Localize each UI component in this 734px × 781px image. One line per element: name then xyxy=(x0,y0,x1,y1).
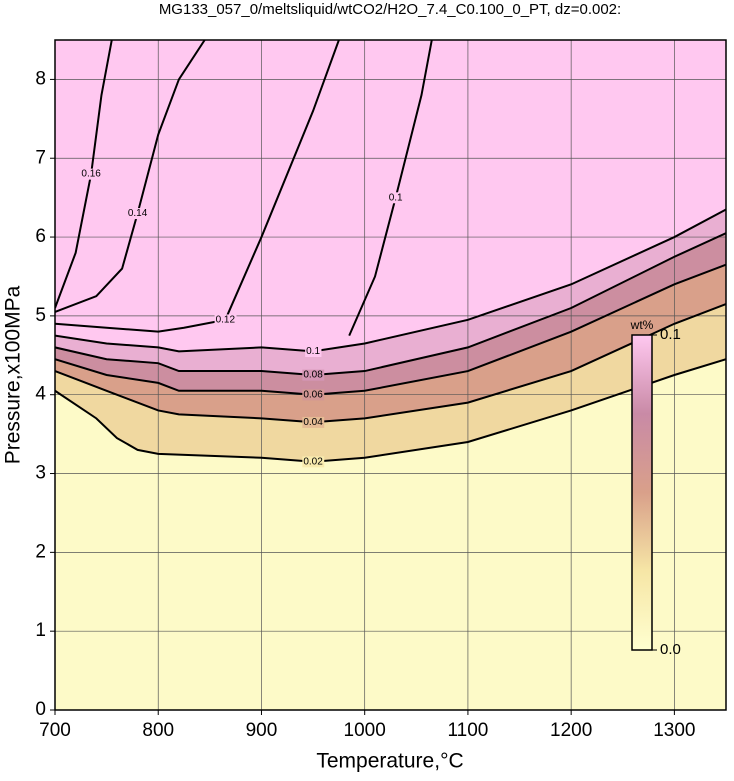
contour-label-bg xyxy=(302,456,325,468)
y-tick-label: 6 xyxy=(35,226,46,247)
chart-title: MG133_057_0/meltsliquid/wtCO2/H2O_7.4_C0… xyxy=(159,1,621,18)
contour-label-bg xyxy=(80,168,103,180)
y-tick-label: 1 xyxy=(35,620,46,641)
y-tick-label: 3 xyxy=(35,463,46,484)
contour-label: 0.06 xyxy=(303,389,323,400)
y-tick-label: 5 xyxy=(35,305,46,326)
contour-label: 0.1 xyxy=(389,192,403,203)
x-tick-label: 900 xyxy=(246,720,278,741)
contour-label: 0.16 xyxy=(81,169,101,180)
x-tick-label: 1300 xyxy=(653,720,695,741)
contour-label-bg xyxy=(302,416,325,428)
x-tick-label: 1100 xyxy=(447,720,488,741)
x-tick-label: 700 xyxy=(39,720,71,741)
contour-fill xyxy=(55,40,726,312)
plot-frame xyxy=(54,39,727,711)
y-tick-label: 0 xyxy=(35,699,46,720)
y-axis-label: Pressure,x100MPa xyxy=(2,285,25,464)
contour-label-bg xyxy=(214,314,237,326)
contour-label-bg xyxy=(302,389,325,401)
y-tick-label: 8 xyxy=(35,68,46,89)
y-tick-label: 7 xyxy=(35,147,46,168)
contour-fill xyxy=(55,40,726,332)
x-tick-label: 1000 xyxy=(344,720,386,741)
x-axis-label: Temperature,°C xyxy=(316,750,463,773)
contour-line xyxy=(55,40,340,333)
contour-label: 0.14 xyxy=(128,208,148,219)
contour-label: 0.12 xyxy=(216,314,236,325)
x-tick-label: 1200 xyxy=(550,720,592,741)
contour-label-bg xyxy=(126,208,149,220)
contour-label: 0.1 xyxy=(306,346,320,357)
x-tick-label: 800 xyxy=(142,720,174,741)
plot-area: 0.02 0.04 0.06 0.08 0.1 0.1 0.12 0.14 0.16 xyxy=(55,40,726,710)
contour-label: 0.02 xyxy=(303,456,323,467)
contour-label-bg xyxy=(387,192,405,204)
colorbar-tick-label: 0.1 xyxy=(660,326,681,343)
y-tick-label: 4 xyxy=(35,384,46,405)
contour-label-bg xyxy=(305,345,322,357)
y-tick-label: 2 xyxy=(35,541,46,562)
colorbar-label: wt% xyxy=(630,318,654,332)
contour-label: 0.04 xyxy=(303,417,323,428)
contour-label-bg xyxy=(302,369,325,381)
colorbar xyxy=(631,334,653,651)
contour-label: 0.08 xyxy=(303,370,323,381)
colorbar-tick-label: 0.0 xyxy=(660,641,681,658)
contour-line xyxy=(55,358,726,463)
